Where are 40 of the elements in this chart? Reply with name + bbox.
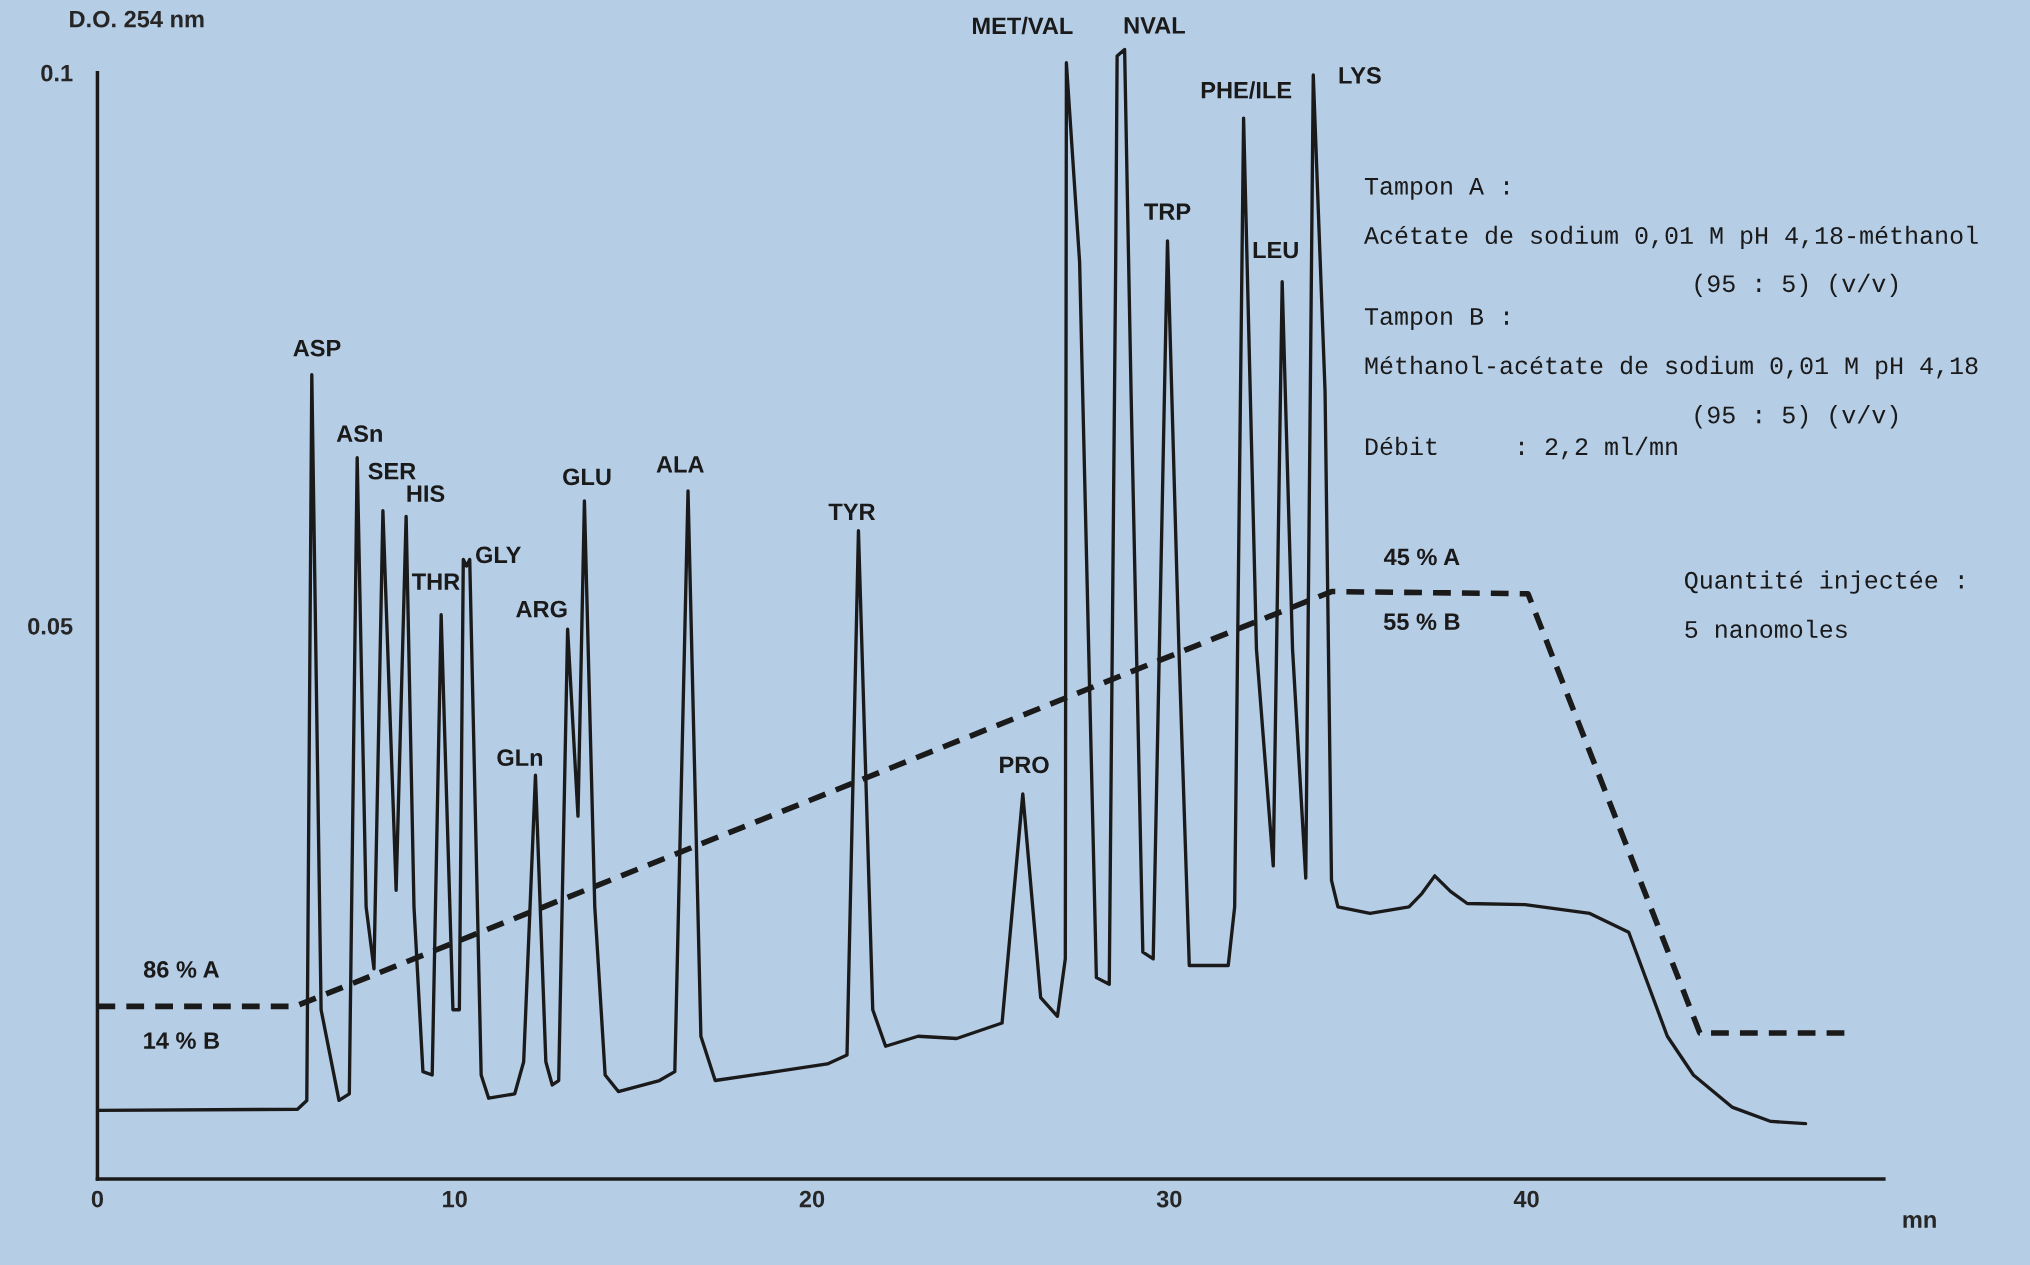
annotation: Acétate de sodium 0,01 M pH 4,18-méthanol xyxy=(1364,225,1978,249)
annotation: 86 % A xyxy=(143,961,220,978)
annotation: GLn xyxy=(497,749,543,766)
y-axis-title: D.O. 254 nm xyxy=(70,10,204,28)
annotation: GLU xyxy=(563,468,611,486)
annotation: 14 % B xyxy=(144,1032,220,1049)
annotation: Quantité injectée : xyxy=(1685,570,1963,594)
annotation: PHE/ILE xyxy=(1201,81,1292,99)
annotation: MET/VAL xyxy=(973,16,1073,35)
annotation: TYR xyxy=(828,503,876,520)
annotation: ASP xyxy=(293,339,341,357)
annotation: SER xyxy=(368,462,416,480)
annotation: (95 : 5) (v/v) xyxy=(1695,405,1898,429)
x-tick-label: 0 xyxy=(91,1190,104,1208)
annotation: 55 % B xyxy=(1383,613,1460,631)
annotation: Débit : 2,2 ml/mn xyxy=(1365,436,1677,460)
x-tick-label: 20 xyxy=(799,1190,825,1208)
x-tick-label: 40 xyxy=(1513,1190,1539,1208)
annotation: THR xyxy=(411,573,460,590)
annotation: Tampon A : xyxy=(1364,178,1508,200)
y-tick-label: 0.05 xyxy=(28,617,73,635)
annotation: Méthanol-acétate de sodium 0,01 M pH 4,18 xyxy=(1365,355,1978,380)
x-tick-label: 10 xyxy=(443,1190,467,1208)
x-axis-title: mn xyxy=(1903,1215,1936,1228)
x-tick-label: 30 xyxy=(1156,1190,1182,1208)
annotation: NVAL xyxy=(1124,17,1185,34)
annotation: ARG xyxy=(516,600,567,618)
annotation: GLY xyxy=(475,546,522,564)
annotation: HIS xyxy=(407,485,445,502)
annotation: LEU xyxy=(1253,241,1298,259)
annotation: Tampon B : xyxy=(1364,308,1508,330)
annotation: ALA xyxy=(656,456,704,473)
annotation: ASn xyxy=(336,425,382,443)
annotation: 45 % A xyxy=(1383,548,1460,566)
annotation: 5 nanomoles xyxy=(1685,619,1847,639)
annotation: LYS xyxy=(1339,67,1381,84)
annotation: PRO xyxy=(1000,756,1049,774)
annotation: TRP xyxy=(1144,203,1191,220)
y-tick-label: 0.1 xyxy=(41,64,73,82)
annotation: (95 : 5) (v/v) xyxy=(1695,273,1898,298)
